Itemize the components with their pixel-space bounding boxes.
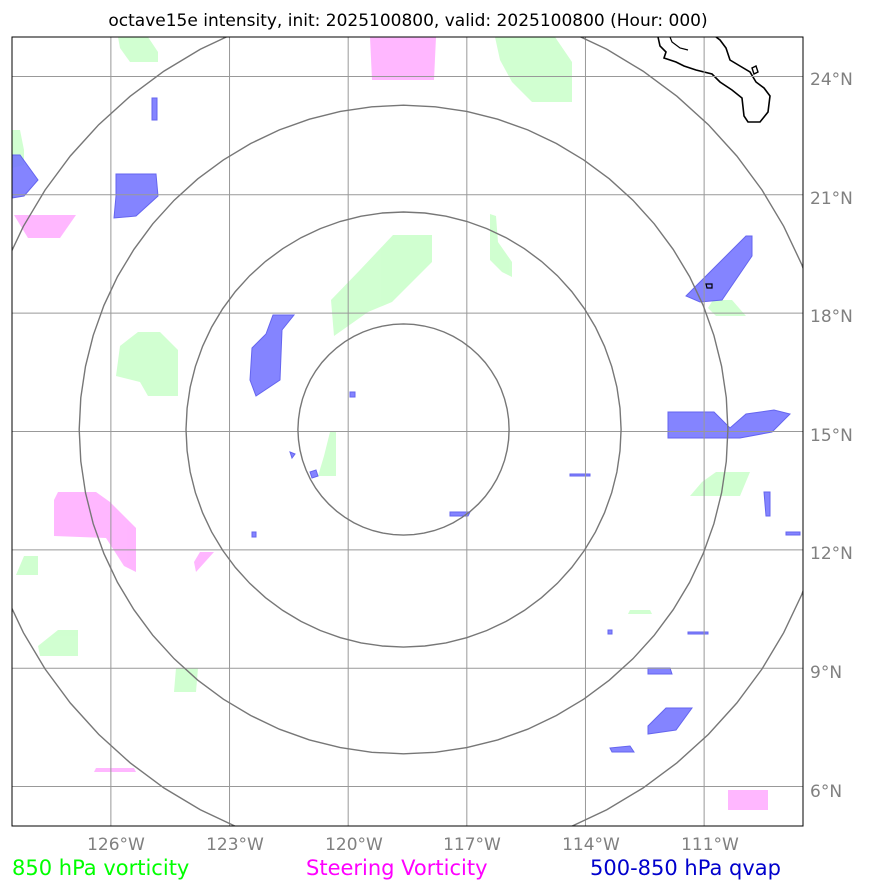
steering-vorticity-layer: [14, 37, 768, 810]
plot-area: [12, 37, 803, 826]
lat-tick-label: 15°N: [810, 426, 853, 446]
lat-tick-label: 24°N: [810, 70, 853, 90]
lon-tick-label: 114°W: [562, 835, 620, 855]
longitude-axis: 126°W 123°W 120°W 117°W 114°W 111°W: [87, 835, 739, 855]
qvap-region: [249, 314, 296, 397]
lon-tick-label: 111°W: [681, 835, 739, 855]
steering-vorticity-region: [14, 215, 76, 238]
coastline-island: [751, 65, 759, 75]
steering-vorticity-region: [728, 790, 768, 810]
qvap-region: [763, 491, 771, 517]
legend-steering-vorticity: Steering Vorticity: [306, 856, 488, 880]
range-rings: [12, 37, 803, 826]
range-ring: [12, 37, 803, 826]
lon-tick-label: 117°W: [443, 835, 501, 855]
steering-vorticity-region: [370, 37, 436, 80]
vorticity-850-region: [38, 630, 78, 656]
qvap-region: [113, 173, 159, 219]
baja-coastline: [657, 37, 771, 123]
range-ring: [78, 104, 729, 755]
qvap-region: [349, 391, 356, 398]
range-ring: [297, 323, 510, 536]
lon-tick-label: 120°W: [325, 835, 383, 855]
qvap-region: [289, 451, 296, 460]
map-title: octave15e intensity, init: 2025100800, v…: [108, 11, 707, 31]
vorticity-850-region: [118, 37, 158, 62]
qvap-region: [785, 531, 801, 536]
coastline: [657, 37, 771, 289]
vorticity-850-region: [116, 332, 178, 396]
lat-tick-label: 9°N: [810, 663, 842, 683]
qvap-region: [251, 531, 257, 538]
vorticity-850-region: [628, 610, 652, 614]
lat-tick-label: 18°N: [810, 307, 853, 327]
coastline-island: [705, 283, 713, 289]
latitude-axis: 24°N 21°N 18°N 15°N 12°N 9°N 6°N: [810, 70, 853, 802]
vorticity-850-region: [174, 668, 198, 692]
vorticity-850-region: [16, 556, 38, 575]
grid-lines: [12, 37, 803, 826]
qvap-region: [309, 469, 319, 479]
lon-tick-label: 123°W: [206, 835, 264, 855]
vorticity-850-region: [708, 300, 746, 316]
vorticity-850-region: [490, 214, 512, 277]
steering-vorticity-region: [94, 768, 136, 772]
vorticity-850-region: [495, 37, 572, 102]
legend-vorticity-850: 850 hPa vorticity: [12, 856, 189, 880]
qvap-region: [647, 667, 673, 675]
steering-vorticity-region: [194, 552, 214, 572]
vorticity-850-layer: [12, 37, 750, 692]
legend: 850 hPa vorticity Steering Vorticity 500…: [12, 856, 781, 880]
coastline-inlet: [669, 37, 689, 51]
legend-qvap: 500-850 hPa qvap: [590, 856, 781, 880]
lon-tick-label: 126°W: [87, 835, 145, 855]
qvap-region: [687, 631, 709, 635]
vorticity-850-region: [318, 432, 336, 476]
qvap-region: [647, 707, 693, 735]
qvap-region: [607, 629, 613, 635]
vorticity-850-region: [331, 235, 432, 336]
steering-vorticity-region: [54, 492, 136, 572]
plot-frame: [11, 36, 804, 827]
qvap-region: [569, 473, 591, 477]
vorticity-850-region: [690, 472, 750, 496]
qvap-region: [151, 97, 158, 121]
qvap-region: [685, 235, 753, 303]
qvap-region: [12, 154, 39, 199]
lat-tick-label: 12°N: [810, 544, 853, 564]
lat-tick-label: 6°N: [810, 782, 842, 802]
range-ring: [185, 211, 622, 648]
qvap-region: [609, 745, 635, 753]
lat-tick-label: 21°N: [810, 189, 853, 209]
